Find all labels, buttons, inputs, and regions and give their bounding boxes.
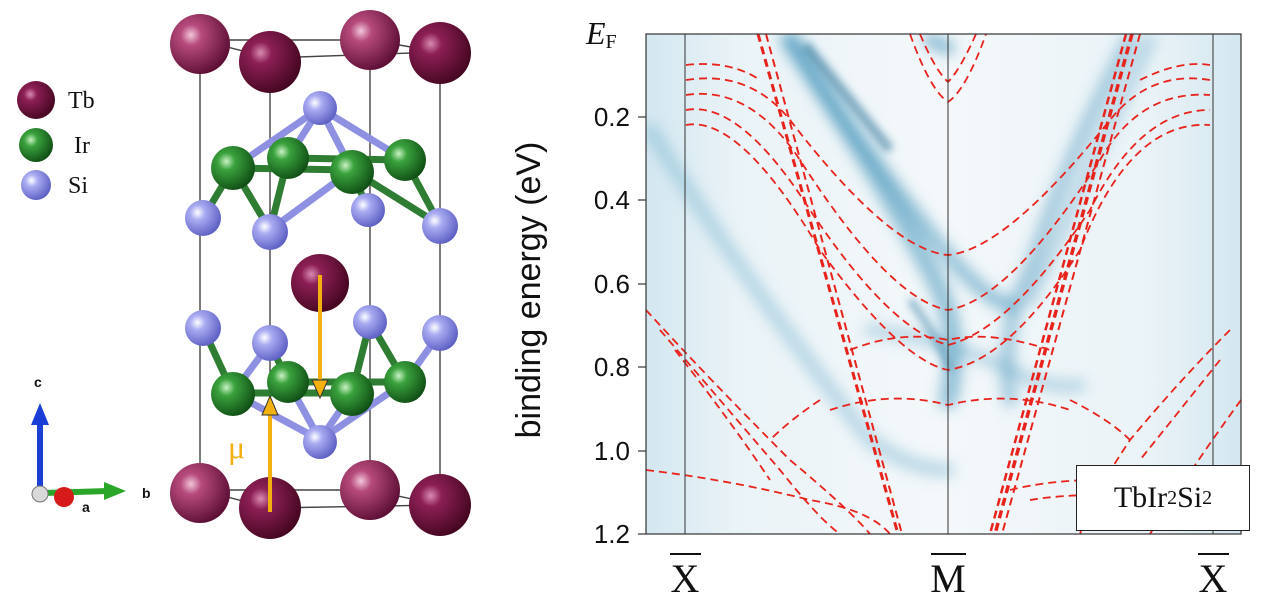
ytick-3: 0.8 xyxy=(594,352,630,382)
formula-sub-2: 2 xyxy=(1202,486,1213,509)
ytick-0: 0.2 xyxy=(594,102,630,132)
ir-legend-swatch xyxy=(19,128,53,162)
y-axis xyxy=(638,116,646,535)
fermi-level-label: EF xyxy=(585,15,617,53)
kpoint-x-left: X xyxy=(671,556,700,601)
upper-layer-atoms xyxy=(185,91,458,250)
kpoint-x-right: X xyxy=(1199,556,1228,601)
lower-layer-atoms xyxy=(185,305,458,459)
si-legend-label: Si xyxy=(68,173,88,199)
kpoint-labels: X M X xyxy=(670,553,1229,601)
moment-label: μ xyxy=(228,429,245,465)
band-structure-plot: 0.2 0.4 0.6 0.8 1.0 1.2 EF binding energ… xyxy=(510,15,1242,601)
axis-c-label: c xyxy=(34,374,42,390)
compound-formula-box: TbIr 2 Si 2 xyxy=(1076,465,1250,531)
axis-a-label: a xyxy=(82,499,90,515)
ir-legend-label: Ir xyxy=(74,133,90,159)
ytick-1: 0.4 xyxy=(594,185,630,215)
moment-arrows: μ xyxy=(228,275,329,512)
axis-compass: c a b xyxy=(31,374,151,515)
legend: Tb Ir Si xyxy=(17,81,95,200)
kpoint-m: M xyxy=(930,556,966,601)
ytick-4: 1.0 xyxy=(594,436,630,466)
axis-b-label: b xyxy=(142,485,151,501)
tb-atoms-bottom xyxy=(170,460,471,539)
formula-part-1: TbIr xyxy=(1113,481,1168,514)
tb-legend-label: Tb xyxy=(68,88,95,114)
ytick-5: 1.2 xyxy=(594,519,630,549)
y-axis-label: binding energy (eV) xyxy=(510,142,548,439)
ytick-2: 0.6 xyxy=(594,269,630,299)
tb-atoms-top xyxy=(170,10,471,93)
crystal-structure: Tb Ir Si xyxy=(17,10,471,539)
si-legend-swatch xyxy=(21,170,51,200)
tb-legend-swatch xyxy=(17,81,55,119)
formula-sub-1: 2 xyxy=(1167,486,1178,509)
formula-part-2: Si xyxy=(1177,481,1203,514)
arpes-intensity xyxy=(646,34,1241,534)
